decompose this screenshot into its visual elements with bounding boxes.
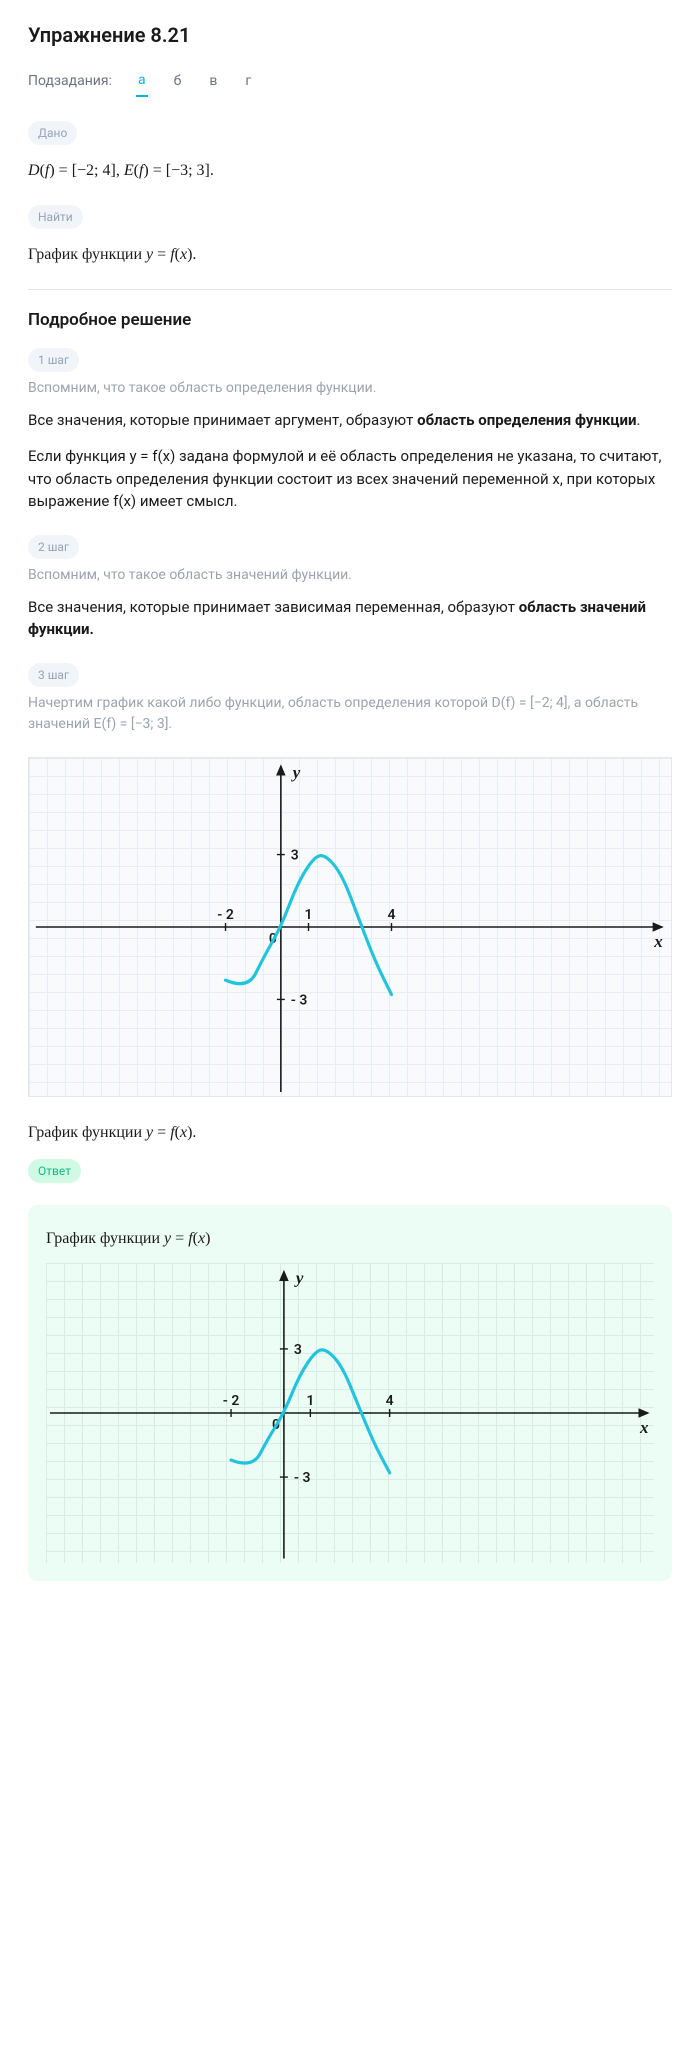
given-pill: Дано — [28, 121, 77, 145]
after-chart-text: График функции y = f(x). — [28, 1121, 672, 1145]
svg-text:3: 3 — [291, 847, 299, 863]
step-2: 2 шаг Вспомним, что такое область значен… — [28, 535, 672, 641]
svg-text:4: 4 — [386, 1393, 394, 1409]
find-math: График функции y = f(x). — [28, 243, 672, 267]
svg-text:- 2: - 2 — [223, 1393, 240, 1409]
solution-heading: Подробное решение — [28, 308, 672, 334]
answer-pill: Ответ — [28, 1159, 81, 1183]
find-block: Найти График функции y = f(x). — [28, 205, 672, 267]
exercise-title: Упражнение 8.21 — [28, 20, 672, 50]
svg-text:x: x — [653, 931, 663, 950]
svg-text:- 3: - 3 — [294, 1470, 311, 1486]
graph-svg: - 2143- 30xy — [29, 758, 671, 1096]
answer-box: График функции y = f(x) - 2143- 30xy — [28, 1205, 672, 1581]
tab-g[interactable]: г — [243, 67, 253, 96]
step-2-pill: 2 шаг — [28, 535, 79, 559]
svg-text:1: 1 — [305, 907, 313, 923]
given-math: D(f) = [−2; 4], E(f) = [−3; 3]. — [28, 159, 672, 183]
svg-text:- 3: - 3 — [291, 992, 308, 1008]
tab-b[interactable]: б — [172, 67, 184, 96]
step-3: 3 шаг Начертим график какой либо функции… — [28, 663, 672, 735]
divider — [28, 289, 672, 290]
svg-text:- 2: - 2 — [217, 907, 234, 923]
subtask-tabs: Подзадания: а б в г — [28, 66, 672, 97]
step-1-para-2: Если функция y = f(x) задана формулой и … — [28, 445, 672, 513]
step-1-gray: Вспомним, что такое область определения … — [28, 378, 672, 399]
answer-line: График функции y = f(x) — [46, 1227, 654, 1251]
subtasks-label: Подзадания: — [28, 71, 112, 92]
tab-a[interactable]: а — [136, 66, 148, 97]
step-1-para-1: Все значения, которые принимает аргумент… — [28, 409, 672, 432]
step-1: 1 шаг Вспомним, что такое область опреде… — [28, 348, 672, 513]
given-block: Дано D(f) = [−2; 4], E(f) = [−3; 3]. — [28, 121, 672, 183]
step-3-gray: Начертим график какой либо функции, обла… — [28, 693, 672, 735]
step-2-gray: Вспомним, что такое область значений фун… — [28, 565, 672, 586]
svg-text:y: y — [291, 762, 301, 781]
solution-graph: - 2143- 30xy — [28, 757, 672, 1097]
svg-text:y: y — [294, 1268, 304, 1287]
step-3-pill: 3 шаг — [28, 663, 79, 687]
svg-text:x: x — [639, 1417, 649, 1436]
answer-graph-svg: - 2143- 30xy — [46, 1263, 654, 1563]
find-pill: Найти — [28, 205, 83, 229]
step-2-para-1: Все значения, которые принимает зависима… — [28, 596, 672, 641]
svg-text:3: 3 — [294, 1341, 302, 1357]
tab-v[interactable]: в — [207, 67, 219, 96]
step-1-pill: 1 шаг — [28, 348, 79, 372]
answer-graph: - 2143- 30xy — [46, 1263, 654, 1563]
svg-text:4: 4 — [388, 907, 396, 923]
svg-text:1: 1 — [306, 1393, 314, 1409]
